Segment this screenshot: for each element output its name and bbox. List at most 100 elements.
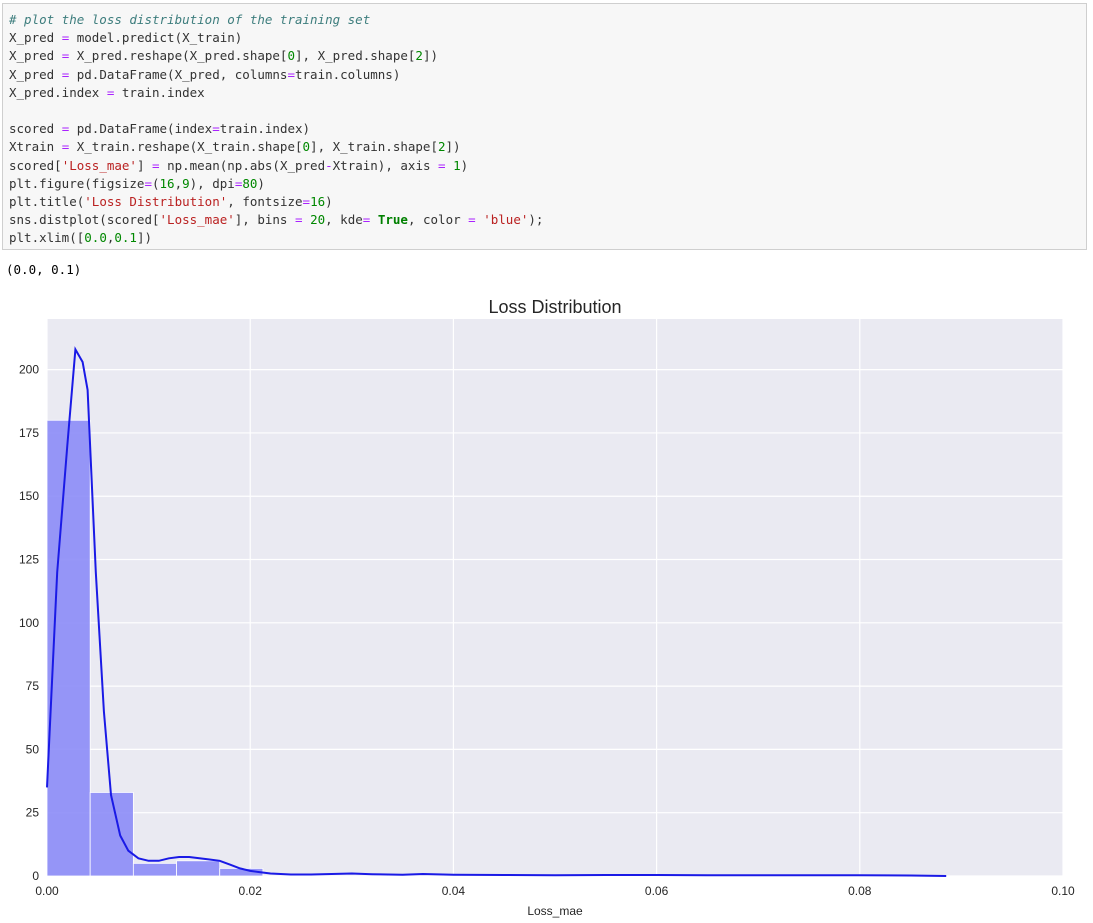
code-token: X_pred bbox=[9, 48, 62, 64]
x-tick-label: 0.08 bbox=[848, 884, 872, 898]
code-token: X_pred bbox=[9, 30, 62, 46]
y-tick-label: 50 bbox=[26, 742, 40, 756]
code-token: = bbox=[468, 212, 476, 228]
code-token: pd.DataFrame(X_pred, columns bbox=[69, 66, 288, 82]
code-token: # plot the loss distribution of the trai… bbox=[9, 12, 371, 27]
x-tick-label: 0.10 bbox=[1051, 884, 1075, 898]
code-line: plt.xlim([0.0,0.1]) bbox=[9, 229, 1086, 247]
code-token: train.index bbox=[114, 84, 205, 100]
plot-area bbox=[47, 319, 1063, 876]
y-tick-labels: 0 25 50 75 100 125 150 175 200 bbox=[19, 363, 39, 883]
code-token: 16 bbox=[159, 175, 175, 191]
code-token: = bbox=[144, 175, 152, 191]
code-token: X_pred.index bbox=[9, 84, 107, 100]
code-line: scored['Loss_mae'] = np.mean(np.abs(X_pr… bbox=[9, 157, 1086, 175]
code-token: scored[ bbox=[9, 157, 62, 173]
code-token: plt.figure(figsize bbox=[9, 175, 145, 191]
code-token: 'Loss_mae' bbox=[61, 157, 137, 173]
code-token: 1 bbox=[453, 157, 461, 173]
code-token: = bbox=[234, 175, 243, 191]
code-token: train.columns) bbox=[295, 66, 401, 82]
code-token: Xtrain), axis bbox=[332, 157, 439, 173]
histogram-bar bbox=[132, 862, 177, 877]
code-token: 9 bbox=[182, 175, 190, 191]
code-token: , color bbox=[407, 212, 469, 228]
cell-output-text: (0.0, 0.1) bbox=[6, 262, 82, 277]
code-token: = bbox=[61, 30, 70, 46]
code-token: ]) bbox=[136, 230, 153, 246]
code-token: plt.title( bbox=[9, 193, 85, 209]
code-token: , bbox=[106, 230, 115, 246]
code-token: 2 bbox=[437, 139, 446, 155]
code-token bbox=[303, 212, 311, 227]
code-line: X_pred.index = train.index bbox=[9, 84, 1086, 102]
code-token: = bbox=[61, 139, 70, 155]
y-tick-label: 150 bbox=[19, 489, 39, 503]
x-tick-label: 0.02 bbox=[239, 884, 263, 898]
code-token: = bbox=[302, 193, 311, 209]
code-token: = bbox=[106, 84, 115, 100]
x-tick-labels: 0.00 0.02 0.04 0.06 0.08 0.10 bbox=[35, 884, 1075, 898]
code-token: ] bbox=[136, 157, 153, 173]
x-tick-label: 0.06 bbox=[645, 884, 669, 898]
code-token: ]) bbox=[422, 48, 439, 64]
grid-lines bbox=[46, 319, 1064, 877]
code-token: = bbox=[287, 66, 295, 82]
y-tick-label: 175 bbox=[19, 426, 39, 440]
code-token: plt.xlim([ bbox=[9, 230, 85, 246]
code-token: 80 bbox=[242, 175, 258, 191]
code-token: ) bbox=[325, 193, 333, 209]
code-token: , fontsize bbox=[227, 193, 303, 209]
code-token bbox=[370, 212, 378, 227]
code-token: - bbox=[325, 157, 333, 173]
code-token: ) bbox=[257, 175, 265, 191]
code-token: X_train.reshape(X_train.shape[ bbox=[69, 139, 303, 155]
x-tick-label: 0.00 bbox=[35, 884, 59, 898]
code-token: sns.distplot(scored[ bbox=[9, 212, 160, 228]
code-token: 16 bbox=[310, 193, 326, 209]
code-token: X_pred.reshape(X_pred.shape[ bbox=[69, 48, 288, 64]
code-token: np.mean(np.abs(X_pred bbox=[159, 157, 326, 173]
code-token: X_pred bbox=[9, 66, 62, 82]
code-line bbox=[9, 102, 1086, 120]
code-token: = bbox=[152, 157, 160, 173]
code-line: X_pred = pd.DataFrame(X_pred, columns=tr… bbox=[9, 66, 1086, 84]
code-line: X_pred = model.predict(X_train) bbox=[9, 29, 1086, 47]
code-token: ); bbox=[528, 212, 544, 228]
code-token: model.predict(X_train) bbox=[69, 30, 243, 46]
code-cell[interactable]: # plot the loss distribution of the trai… bbox=[2, 3, 1087, 250]
code-token: = bbox=[438, 157, 446, 173]
y-tick-label: 125 bbox=[19, 553, 39, 567]
code-token: ) bbox=[460, 157, 469, 173]
code-token: 20 bbox=[310, 212, 326, 228]
code-token: = bbox=[61, 48, 70, 64]
code-token: train.index) bbox=[219, 121, 311, 137]
code-token: scored bbox=[9, 121, 62, 137]
y-tick-label: 100 bbox=[19, 616, 39, 630]
code-token: 0 bbox=[302, 139, 311, 155]
code-line: Xtrain = X_train.reshape(X_train.shape[0… bbox=[9, 138, 1086, 156]
loss-distribution-chart: 0.00 0.02 0.04 0.06 0.08 0.10 0 25 50 75 100 125 15… bbox=[19, 297, 1075, 918]
code-line: scored = pd.DataFrame(index=train.index) bbox=[9, 120, 1086, 138]
code-token: pd.DataFrame(index bbox=[69, 121, 213, 137]
code-token: = bbox=[362, 212, 371, 228]
code-token: ( bbox=[152, 175, 160, 191]
code-token: 2 bbox=[415, 48, 423, 64]
code-token: ]) bbox=[445, 139, 461, 155]
code-token: 'Loss Distribution' bbox=[84, 193, 228, 209]
code-token: 0.0 bbox=[84, 230, 107, 246]
code-token: ], X_train.shape[ bbox=[310, 139, 438, 155]
histogram-bars bbox=[46, 419, 264, 877]
code-token: Xtrain bbox=[9, 139, 62, 155]
code-token: , bbox=[174, 175, 183, 191]
code-token: = bbox=[61, 121, 70, 137]
code-line: sns.distplot(scored['Loss_mae'], bins = … bbox=[9, 211, 1086, 229]
code-line: plt.figure(figsize=(16,9), dpi=80) bbox=[9, 175, 1086, 193]
code-token: True bbox=[377, 212, 408, 228]
kde-line bbox=[46, 346, 947, 877]
code-token: 0 bbox=[287, 48, 295, 64]
code-token: 0.1 bbox=[114, 230, 137, 246]
code-token: ], bins bbox=[234, 212, 295, 228]
code-token: = bbox=[61, 66, 70, 82]
code-token bbox=[446, 158, 454, 173]
